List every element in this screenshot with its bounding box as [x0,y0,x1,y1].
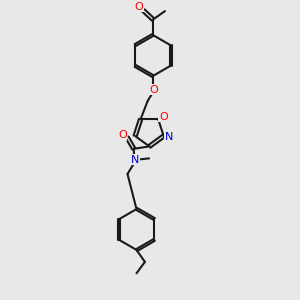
Text: O: O [118,130,127,140]
Text: N: N [165,132,173,142]
Text: N: N [131,154,139,165]
Text: O: O [134,2,143,12]
Text: O: O [159,112,168,122]
Text: O: O [149,85,158,95]
